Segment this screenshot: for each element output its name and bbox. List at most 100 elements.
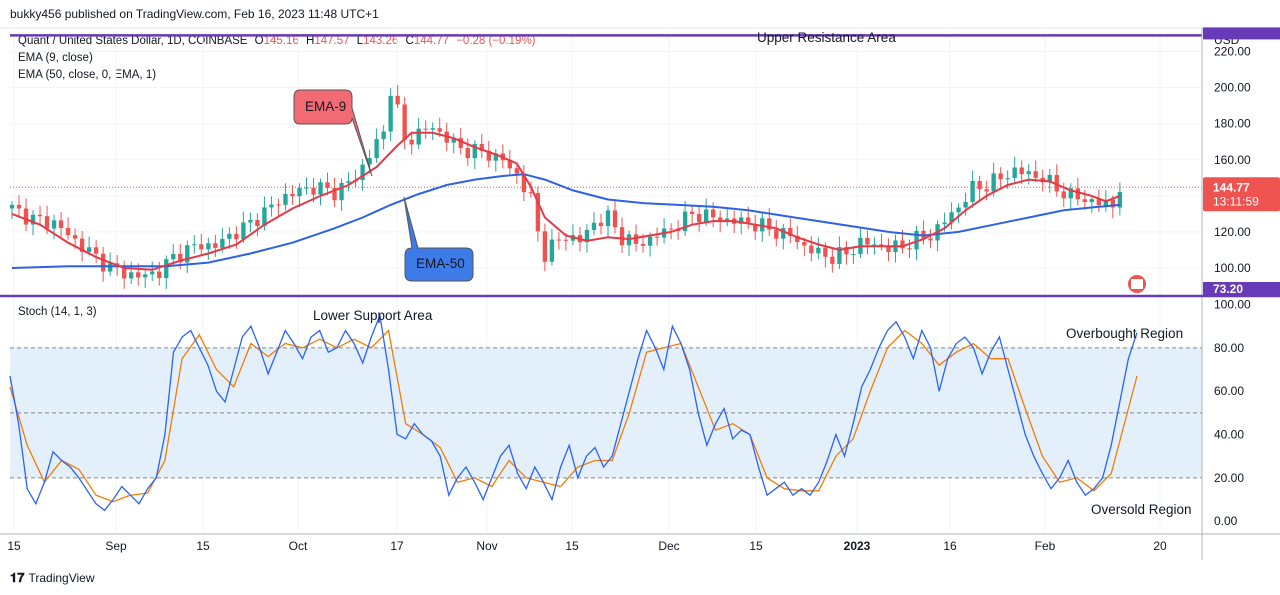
candle-body: [136, 272, 141, 278]
stoch-tick-label: 40.00: [1214, 428, 1244, 442]
candle-body: [213, 243, 218, 248]
open-value: 145.16: [263, 35, 299, 47]
candle-body: [514, 168, 520, 174]
candle-body: [388, 95, 393, 132]
candle-body: [1068, 188, 1073, 199]
candle-body: [591, 222, 597, 230]
candle-body: [1103, 199, 1109, 206]
high-value: 147.57: [314, 35, 350, 47]
candle-body: [1061, 191, 1066, 199]
candle-body: [255, 219, 260, 227]
candle-body: [465, 148, 470, 159]
candle-body: [556, 239, 562, 241]
stoch-tick-label: 20.00: [1214, 471, 1244, 485]
candle-body: [234, 233, 239, 240]
candle-body: [907, 248, 912, 250]
price-tick-label: 200.00: [1214, 81, 1251, 95]
candle-body: [1117, 191, 1123, 208]
candle-body: [654, 236, 660, 238]
oversold-label: Oversold Region: [1091, 502, 1192, 517]
candle-body: [107, 263, 113, 272]
support-price-label: 73.20: [1213, 282, 1243, 296]
candle-body: [689, 211, 695, 215]
change-value: −0.28 (−0.19%): [456, 35, 536, 47]
stoch-d-line: [9, 329, 1138, 503]
candle-body: [739, 217, 744, 224]
candle-body: [507, 160, 513, 169]
candle-body: [290, 193, 295, 197]
x-tick-label: 2023: [844, 539, 871, 553]
candle-body: [984, 189, 989, 192]
candle-body: [430, 128, 435, 130]
candle-body: [129, 272, 134, 279]
candle-body: [423, 128, 428, 130]
support-price-tag: [1203, 282, 1280, 296]
candle-body: [633, 234, 639, 244]
candle-body: [381, 131, 386, 140]
symbol-title: Quant / United States Dollar, 1D, COINBA…: [18, 35, 248, 47]
candle-body: [956, 207, 961, 213]
stoch-tick-label: 0.00: [1214, 514, 1238, 528]
candle-body: [192, 244, 197, 246]
candle-body: [837, 247, 842, 264]
price-tick-label: 180.00: [1214, 117, 1251, 131]
candle-body: [668, 228, 674, 230]
candle-body: [928, 238, 933, 241]
candle-body: [1047, 174, 1052, 183]
candle-body: [605, 210, 611, 227]
candle-body: [37, 214, 43, 217]
x-tick-label: Oct: [289, 539, 308, 553]
candle-body: [682, 211, 688, 232]
candle-body: [619, 227, 625, 246]
candle-body: [346, 181, 351, 184]
candle-body: [206, 243, 211, 250]
x-tick-label: Dec: [658, 539, 679, 553]
stoch-legend[interactable]: Stoch (14, 1, 3): [18, 306, 97, 318]
candle-body: [122, 266, 127, 279]
symbol-legend: Quant / United States Dollar, 1D, COINBA…: [18, 35, 536, 47]
candle-body: [374, 139, 379, 159]
x-tick-label: 15: [565, 539, 579, 553]
current-price-label: 144.77: [1213, 180, 1250, 194]
candle-body: [416, 128, 421, 145]
ema9-callout-label: EMA-9: [305, 99, 346, 114]
stoch-k-line: [9, 312, 1138, 512]
candle-body: [458, 138, 463, 149]
candle-body: [640, 243, 646, 246]
candle-body: [1096, 199, 1101, 206]
candle-body: [304, 187, 309, 189]
candle-body: [451, 138, 456, 143]
candle-body: [760, 218, 765, 232]
candle-body: [220, 238, 225, 248]
candle-body: [44, 216, 50, 229]
candle-body: [51, 220, 57, 229]
candle-body: [802, 242, 807, 246]
resistance-price-tag: [1203, 27, 1280, 40]
candle-body: [297, 188, 302, 197]
candle-body: [143, 274, 148, 278]
tradingview-footer[interactable]: 𝟏𝟕 TradingView: [10, 570, 95, 585]
candle-body: [970, 180, 975, 202]
candle-body: [816, 247, 821, 254]
candle-body: [164, 259, 169, 279]
candle-body: [402, 104, 407, 140]
candle-body: [409, 139, 414, 145]
candle-body: [844, 247, 849, 255]
ema50-legend[interactable]: EMA (50, close, 0, EMA, 1): [18, 69, 157, 81]
candle-body: [1033, 171, 1038, 178]
candle-body: [283, 193, 288, 205]
candle-body: [584, 229, 590, 243]
candle-body: [23, 208, 29, 225]
candle-body: [276, 204, 281, 206]
ema50-line: [11, 173, 1120, 269]
candle-body: [774, 229, 779, 239]
ema9-legend[interactable]: EMA (9, close): [18, 52, 93, 64]
candle-body: [30, 214, 36, 225]
candle-body: [991, 173, 996, 192]
candle-body: [521, 173, 527, 193]
candle-body: [886, 246, 891, 252]
candle-body: [542, 231, 548, 262]
candle-body: [696, 214, 702, 223]
candle-body: [9, 204, 15, 209]
